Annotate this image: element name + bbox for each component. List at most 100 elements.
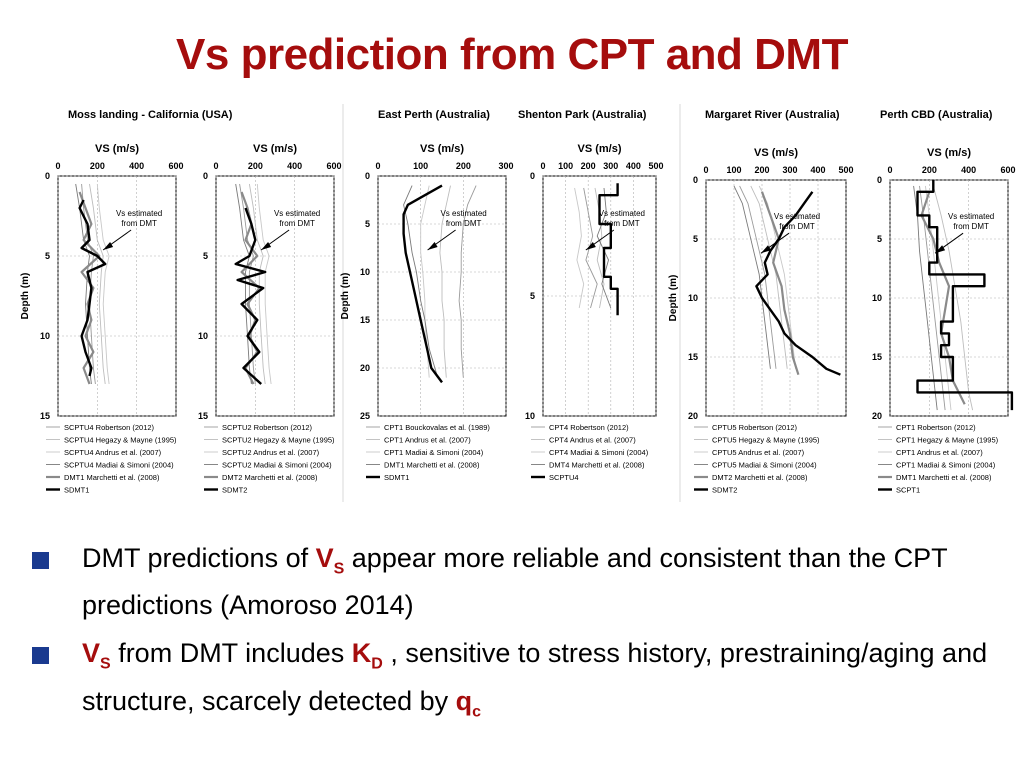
annotation-text: Vs estimated [948,212,994,221]
site-title: Shenton Park (Australia) [518,109,647,121]
series-line [439,185,451,378]
x-axis-label: VS (m/s) [927,147,971,159]
arrow-head-icon [585,242,596,250]
annotation-text: from DMT [446,219,482,228]
legend-label: CPT4 Andrus et al. (2007) [549,436,636,445]
chart-panel: Perth CBD (Australia) 0 200 400 600 0 5 10 15 20 V… [872,109,1016,495]
x-tick-label: 400 [626,161,641,171]
chart-panel: Moss landing - California (USA) 0 200 400 60… [20,109,233,495]
y-tick-label: 0 [45,171,50,181]
x-tick-label: 300 [782,165,797,175]
x-tick-label: 0 [55,161,60,171]
x-tick-label: 400 [287,161,302,171]
x-tick-label: 200 [922,165,937,175]
series-line [235,183,252,385]
subscript: D [371,655,383,673]
series-line [78,199,107,377]
site-title: East Perth (Australia) [378,109,490,121]
legend-label: CPT1 Robertson (2012) [896,423,976,432]
legend-label: CPT4 Robertson (2012) [549,423,629,432]
x-tick-label: 500 [838,165,853,175]
legend-label: DMT1 Marchetti et al. (2008) [896,473,992,482]
x-tick-label: 200 [90,161,105,171]
legend-label: CPTU5 Madiai & Simoni (2004) [712,461,817,470]
x-tick-label: 400 [129,161,144,171]
y-tick-label: 5 [877,234,882,244]
series-line [248,183,266,385]
chart-panel: 0 200 400 600 0 5 10 15 VS (m/s) Vs estimatedfrom… [198,104,344,502]
legend-label: SCPTU2 Andrus et al. (2007) [222,448,320,457]
site-title: Moss landing - California (USA) [68,109,233,121]
x-axis-label: VS (m/s) [420,143,464,155]
x-axis-label: VS (m/s) [754,147,798,159]
y-tick-label: 0 [365,171,370,181]
y-tick-label: 10 [872,293,882,303]
arrow-head-icon [935,245,946,254]
series-line [89,183,106,385]
figure-panels: Moss landing - California (USA)0 200 400 60… [20,104,1016,502]
legend-label: SDMT1 [384,473,409,482]
legend-label: DMT2 Marchetti et al. (2008) [222,473,318,482]
x-tick-label: 100 [413,161,428,171]
annotation-text: from DMT [604,219,640,228]
y-tick-label: 25 [360,411,370,421]
x-tick-label: 200 [456,161,471,171]
series-line [78,191,101,385]
series-line [598,183,619,316]
subscript: S [333,560,345,578]
bullet-text: appear more reliable and consistent than… [82,543,948,621]
legend-label: SCPTU4 [549,473,579,482]
highlighted-symbol: VS [315,543,345,578]
y-tick-label: 10 [525,411,535,421]
legend-label: CPTU5 Hegazy & Mayne (1995) [712,436,820,445]
series-line [739,185,777,369]
series-line [760,191,800,376]
legend-label: SCPTU2 Robertson (2012) [222,423,313,432]
legend-label: SCPTU4 Robertson (2012) [64,423,155,432]
annotation-text: Vs estimated [774,212,820,221]
legend-label: SDMT2 [712,486,737,495]
x-tick-label: 500 [648,161,663,171]
legend-label: SDMT1 [64,486,89,495]
x-tick-label: 600 [326,161,341,171]
bullet-text: , sensitive to stress history, prestrain… [82,638,988,716]
bullet-text: DMT predictions of [82,543,316,573]
annotation-text: Vs estimated [274,209,320,218]
series-line [755,191,841,376]
x-tick-label: 200 [248,161,263,171]
x-tick-label: 100 [558,161,573,171]
legend-label: CPT1 Bouckovalas et al. (1989) [384,423,490,432]
highlighted-symbol: qc [455,685,482,721]
series-line [733,185,771,369]
x-tick-label: 300 [603,161,618,171]
y-tick-label: 10 [198,331,208,341]
x-axis-label: VS (m/s) [95,143,139,155]
x-tick-label: 200 [754,165,769,175]
x-tick-label: 0 [540,161,545,171]
x-axis-label: VS (m/s) [253,143,297,155]
legend-label: CPTU5 Robertson (2012) [712,423,798,432]
x-axis-label: VS (m/s) [577,143,621,155]
y-axis-label: Depth (m) [668,275,679,322]
legend-label: SCPTU2 Hegazy & Mayne (1995) [222,436,335,445]
bullet-item: VS from DMT includes KD , sensitive to s… [30,635,1000,730]
x-tick-label: 600 [168,161,183,171]
chart-panel: East Perth (Australia) 0 100 200 300 0 5 10 15 20… [340,109,514,482]
annotation-text: from DMT [121,219,157,228]
series-line [750,185,788,369]
legend-label: SCPTU2 Madiai & Simoni (2004) [222,461,332,470]
y-tick-label: 0 [203,171,208,181]
subscript: S [100,655,111,673]
arrow-head-icon [427,242,438,250]
y-tick-label: 10 [688,293,698,303]
bullet-text: from DMT includes [110,638,352,669]
highlighted-symbol: VS [82,638,111,673]
series-line [234,207,267,385]
x-tick-label: 400 [810,165,825,175]
y-tick-label: 20 [872,411,882,421]
legend-label: DMT1 Marchetti et al. (2008) [64,473,160,482]
x-tick-label: 0 [375,161,380,171]
y-tick-label: 5 [203,251,208,261]
site-title: Margaret River (Australia) [705,109,840,121]
arrow-head-icon [261,242,272,250]
